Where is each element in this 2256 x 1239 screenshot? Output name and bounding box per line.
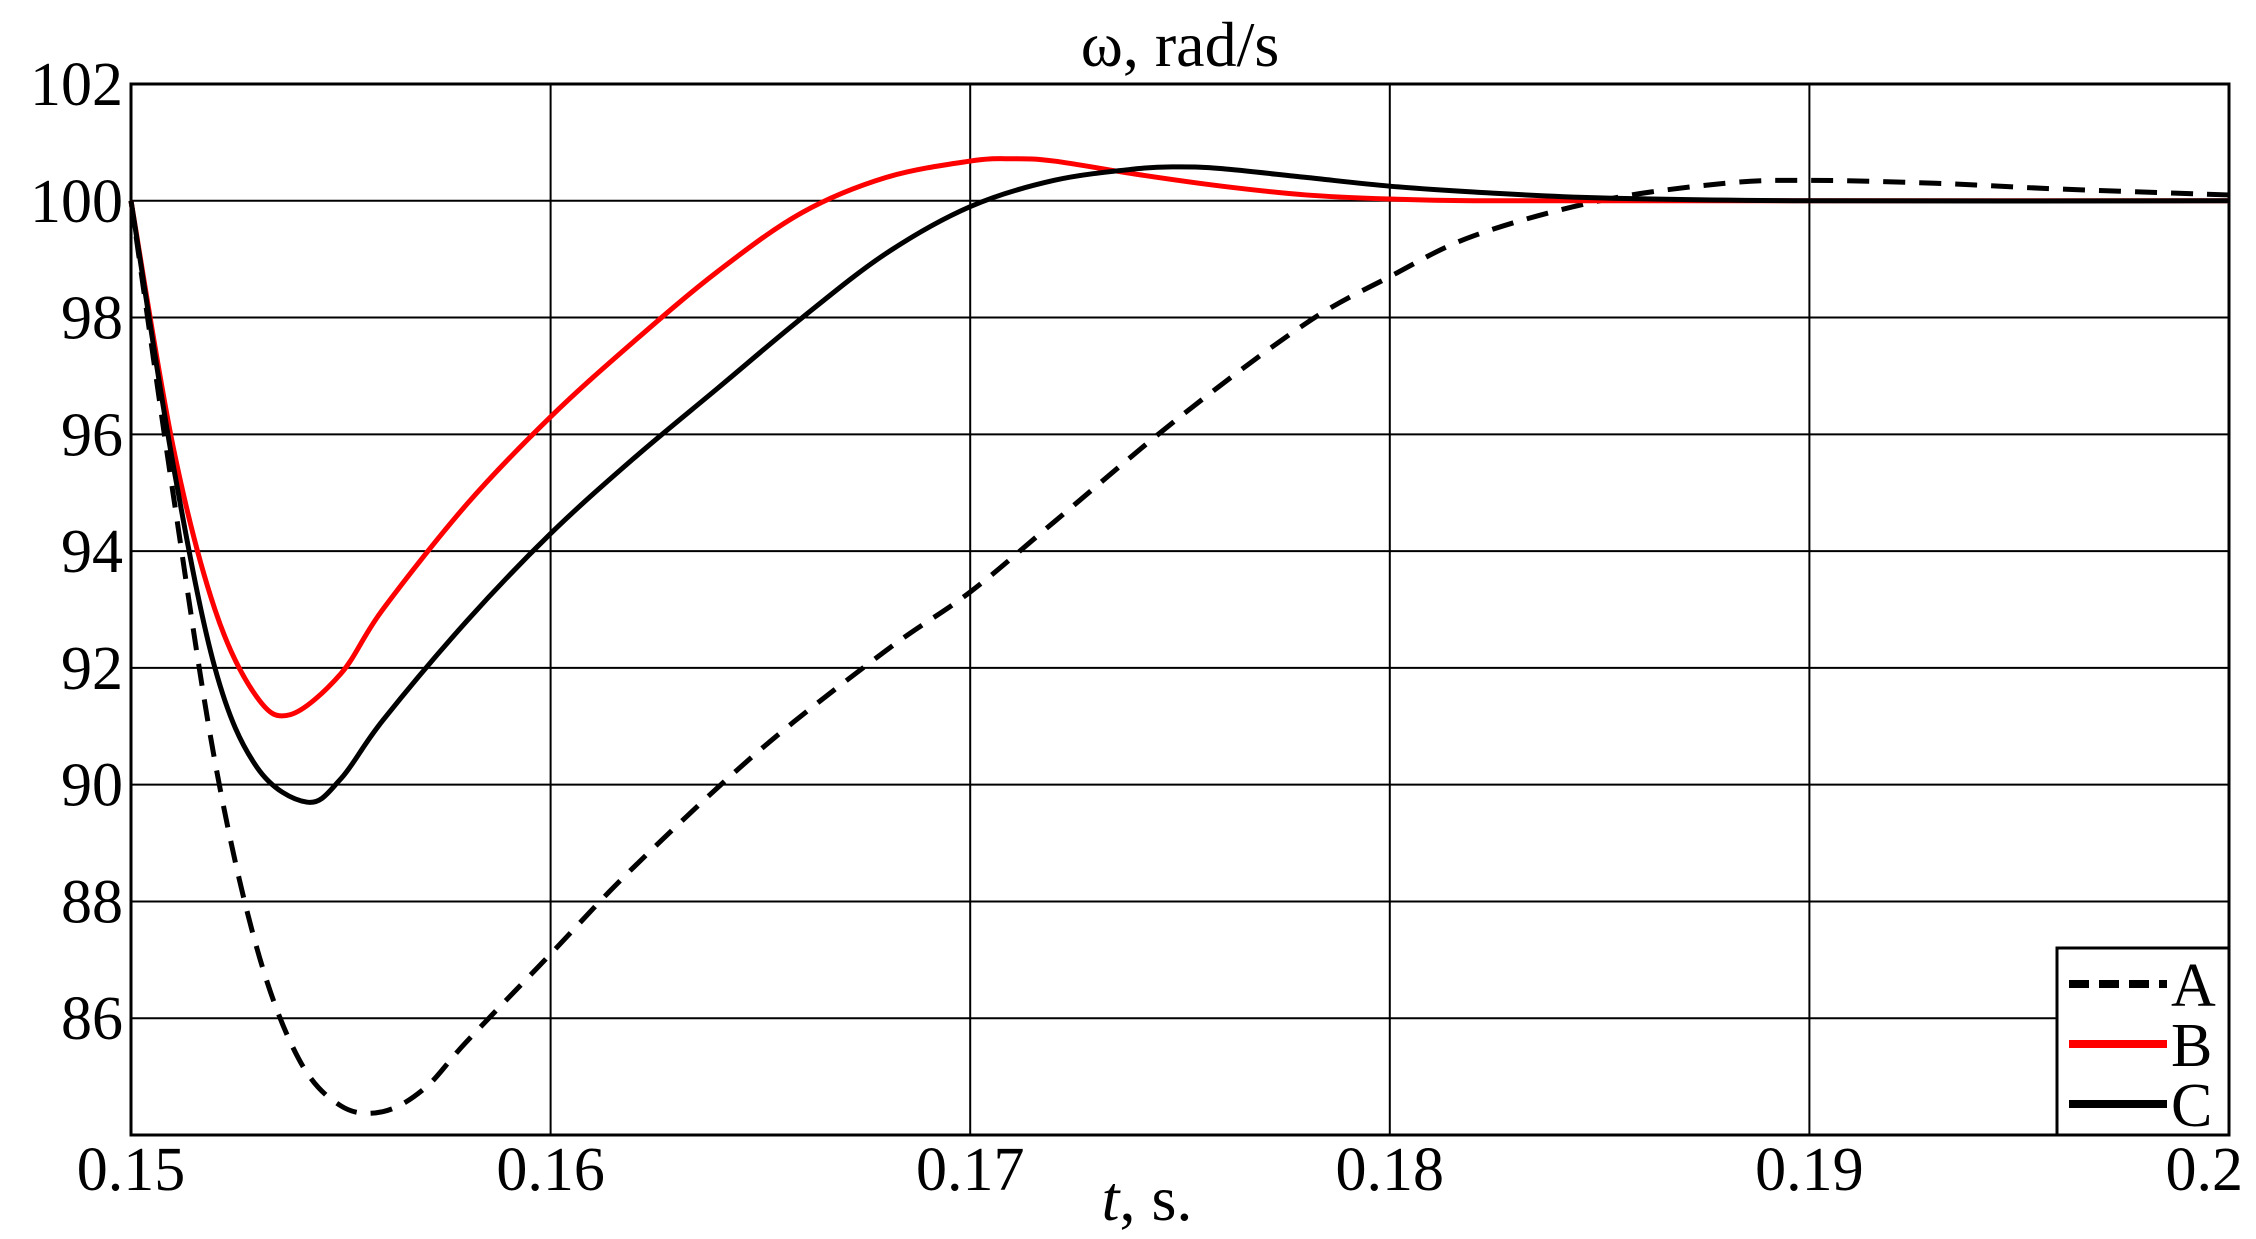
x-axis-label: t, s. — [1102, 1163, 1193, 1234]
x-tick-label: 0.19 — [1755, 1136, 1864, 1204]
y-tick-label: 88 — [61, 868, 123, 936]
y-tick-label: 94 — [61, 518, 123, 586]
tick-labels: 0.15 0.16 0.17 0.18 0.19 0.2 86 88 90 92 94 96 98 100… — [30, 51, 2243, 1204]
y-tick-label: 100 — [30, 168, 123, 236]
y-tick-label: 90 — [61, 752, 123, 820]
y-tick-label: 86 — [61, 985, 123, 1053]
series-lines — [128, 156, 2230, 1116]
y-tick-label: 98 — [61, 285, 123, 353]
legend-label-b: B — [2171, 1012, 2212, 1080]
x-tick-label: 0.18 — [1336, 1136, 1445, 1204]
legend-label-c: C — [2171, 1072, 2212, 1140]
legend: ABC — [2055, 946, 2231, 1140]
y-tick-label: 92 — [61, 635, 123, 703]
chart-title: ω, rad/s — [1081, 9, 1280, 80]
series-line-c — [128, 164, 2230, 805]
x-tick-label: 0.17 — [916, 1136, 1025, 1204]
x-tick-label: 0.16 — [496, 1136, 605, 1204]
series-line-a — [128, 177, 2230, 1116]
grid-lines — [131, 84, 2229, 1135]
x-tick-label: 0.15 — [77, 1136, 186, 1204]
series-line-b — [128, 156, 2229, 719]
y-tick-label: 96 — [61, 401, 123, 469]
x-tick-label: 0.2 — [2166, 1136, 2244, 1204]
plot-frame — [129, 82, 2231, 1137]
x-axis-label-unit: , s. — [1119, 1163, 1192, 1234]
x-axis-label-variable: t — [1102, 1163, 1122, 1234]
legend-label-a: A — [2171, 952, 2216, 1020]
y-tick-label: 102 — [30, 51, 123, 119]
